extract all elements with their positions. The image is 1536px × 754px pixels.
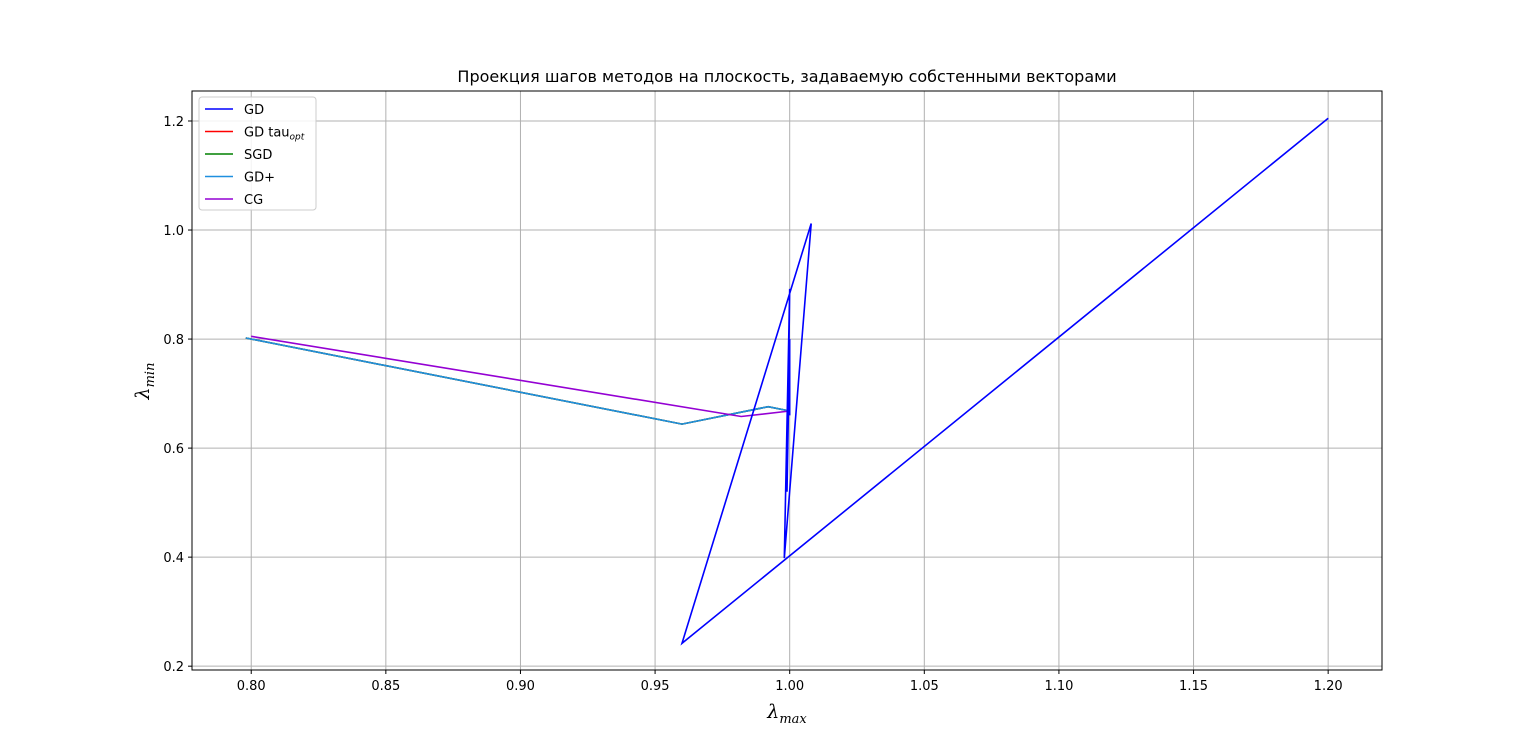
y-tick-label: 0.4 — [163, 551, 184, 566]
x-axis-label-sub: max — [779, 712, 807, 727]
series-line-cg — [251, 335, 790, 418]
series-line-gd- — [245, 337, 790, 425]
x-tick-label: 1.20 — [1314, 679, 1343, 694]
legend-label: GD — [244, 103, 264, 118]
x-tick-label: 1.00 — [775, 679, 804, 694]
x-axis-label: λmax — [766, 701, 807, 727]
grid — [192, 91, 1382, 670]
y-axis-label: λmin — [132, 363, 158, 401]
legend-label: SGD — [244, 148, 272, 163]
chart-title: Проекция шагов методов на плоскость, зад… — [457, 67, 1116, 86]
x-tick-label: 1.15 — [1179, 679, 1208, 694]
x-tick-label: 1.05 — [910, 679, 939, 694]
x-tick-label: 0.95 — [641, 679, 670, 694]
y-tick-label: 0.8 — [163, 333, 184, 348]
x-axis-label-main: λ — [766, 701, 779, 723]
y-axis-label-main: λ — [132, 387, 154, 400]
series-line-gd — [680, 117, 1329, 646]
y-tick-label: 0.2 — [163, 660, 184, 675]
x-tick-label: 1.10 — [1044, 679, 1073, 694]
x-tick-label: 0.90 — [506, 679, 535, 694]
y-axis: 0.2 0.4 0.6 0.8 1.0 1.2 — [163, 115, 192, 675]
series-lines — [245, 117, 1329, 646]
y-tick-label: 1.2 — [163, 115, 184, 130]
plot-area-frame — [191, 90, 1383, 671]
legend-label: CG — [244, 193, 263, 208]
y-tick-label: 0.6 — [163, 442, 184, 457]
x-axis: 0.80 0.85 0.90 0.95 1.00 1.05 1.10 1.15 1.20 — [237, 670, 1343, 694]
legend-label: GD+ — [244, 171, 275, 186]
x-tick-label: 0.80 — [237, 679, 266, 694]
legend-box — [198, 96, 317, 211]
y-tick-label: 1.0 — [163, 224, 184, 239]
legend-label-sub: opt — [290, 133, 305, 143]
x-tick-label: 0.85 — [371, 679, 400, 694]
y-axis-label-sub: min — [143, 363, 158, 388]
